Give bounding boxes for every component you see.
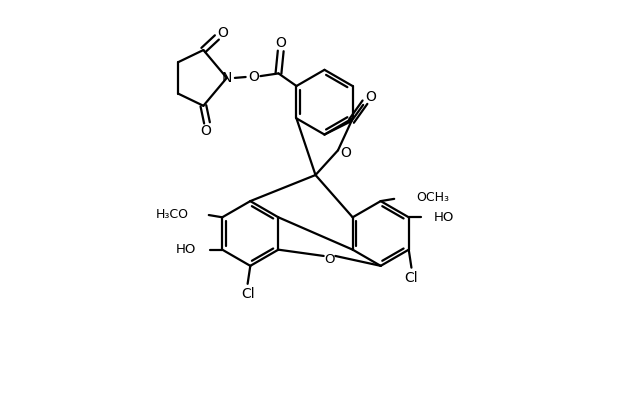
Text: HO: HO bbox=[176, 243, 196, 256]
Text: O: O bbox=[201, 124, 212, 138]
Text: O: O bbox=[217, 26, 228, 40]
Text: H₃CO: H₃CO bbox=[156, 208, 189, 221]
Text: OCH₃: OCH₃ bbox=[417, 192, 450, 204]
Text: O: O bbox=[365, 90, 376, 104]
Text: O: O bbox=[340, 145, 351, 159]
Text: O: O bbox=[324, 253, 335, 266]
Text: HO: HO bbox=[433, 211, 454, 224]
Text: O: O bbox=[275, 36, 286, 50]
Text: Cl: Cl bbox=[404, 271, 419, 285]
Text: Cl: Cl bbox=[241, 287, 255, 301]
Text: N: N bbox=[221, 71, 232, 85]
Text: O: O bbox=[248, 70, 259, 84]
